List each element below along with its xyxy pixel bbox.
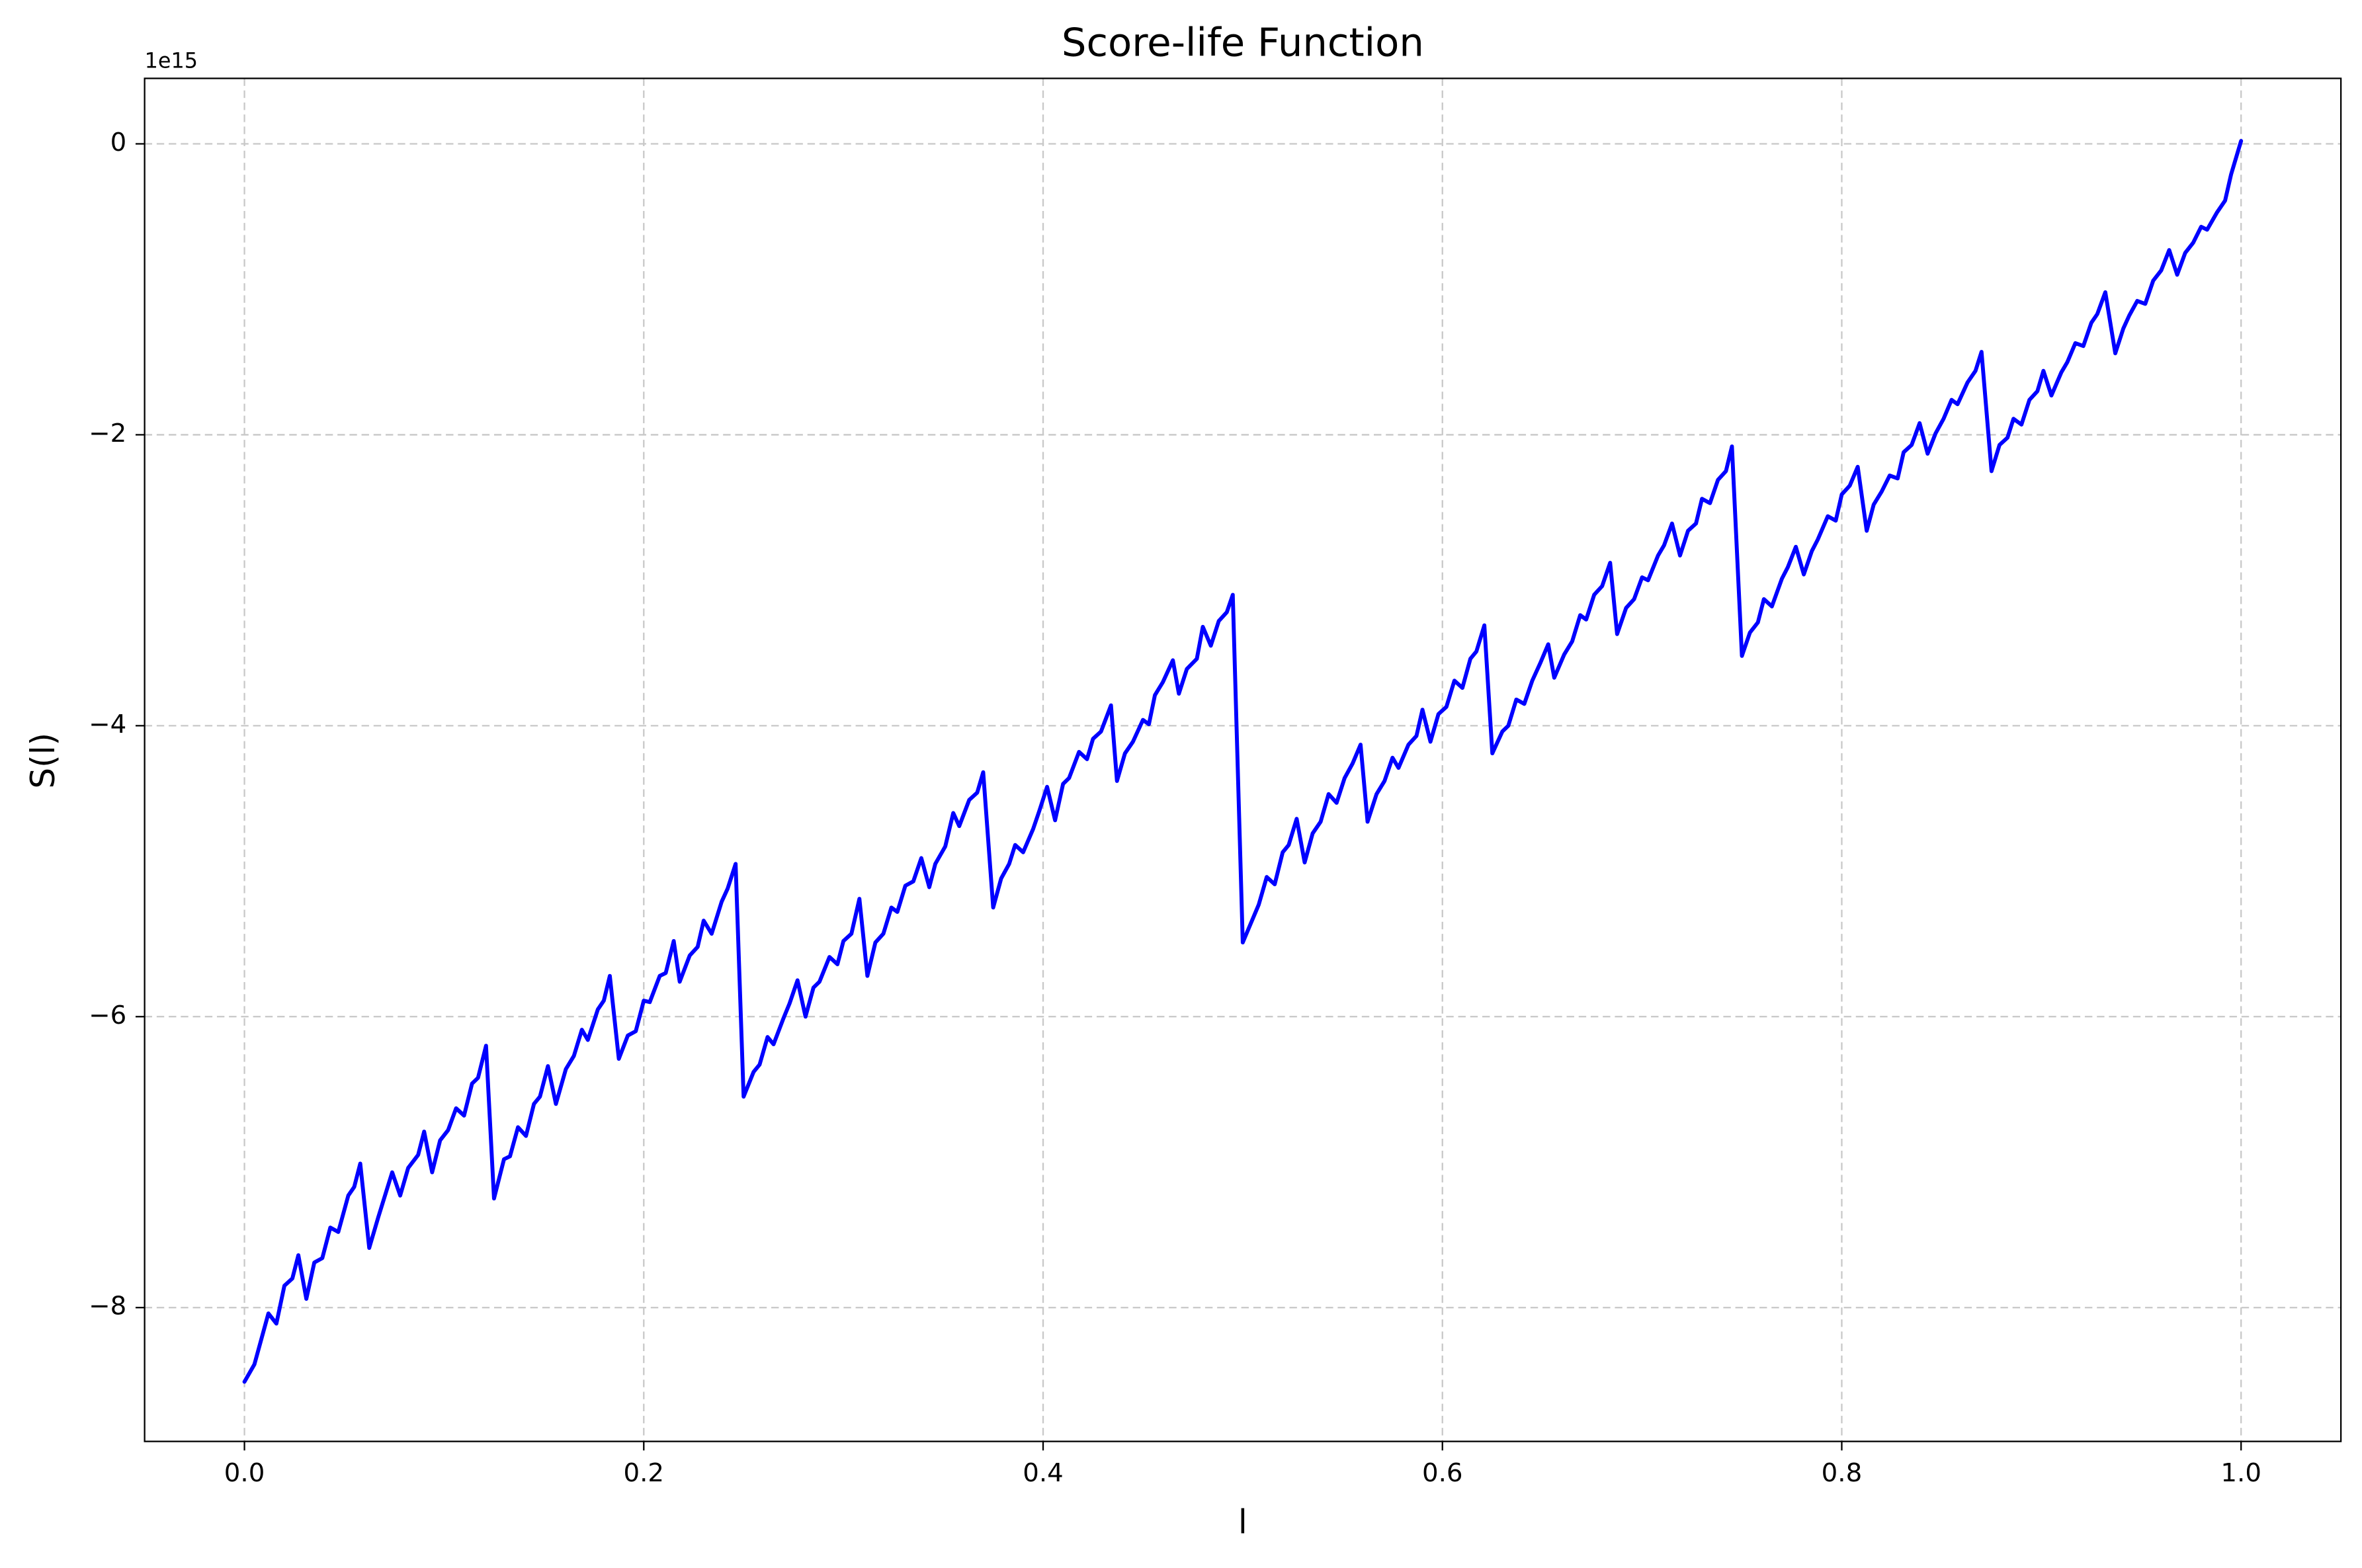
axes-frame xyxy=(144,77,2342,1442)
x-axis-label: l xyxy=(1238,1502,1247,1541)
chart-title: Score-life Function xyxy=(1062,20,1424,65)
x-tick-label: 0.6 xyxy=(1422,1458,1463,1488)
y-tick-label: −6 xyxy=(89,1001,126,1030)
plot xyxy=(242,139,2244,1384)
y-axis-label: S(l) xyxy=(23,733,62,789)
y-offset-label: 1e15 xyxy=(145,48,198,73)
y-tick-label: 0 xyxy=(110,128,127,157)
grid xyxy=(144,78,2341,1442)
data-line xyxy=(242,139,2244,1384)
x-tick-label: 0.8 xyxy=(1822,1458,1863,1488)
x-tick-label: 0.0 xyxy=(224,1458,265,1488)
x-tick-label: 1.0 xyxy=(2220,1458,2261,1488)
x-tick-label: 0.4 xyxy=(1023,1458,1064,1488)
y-tick-label: −4 xyxy=(89,710,126,739)
y-tick-label: −2 xyxy=(89,419,126,448)
y-tick-label: −8 xyxy=(89,1292,126,1321)
x-tick-label: 0.2 xyxy=(624,1458,665,1488)
ticks: 0.0 0.2 0.4 0.6 0.8 1.0 −8 −6 −4 −2 0 xyxy=(89,128,2261,1488)
